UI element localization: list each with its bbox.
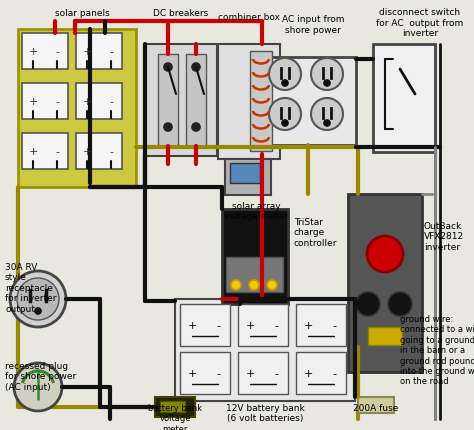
Text: recessed plug
for shore power
(AC input): recessed plug for shore power (AC input) (5, 361, 76, 391)
Text: +: + (303, 320, 313, 330)
Circle shape (10, 271, 66, 327)
Text: ground wire:
connected to a wire
going to a ground
in the barn or a
ground rod p: ground wire: connected to a wire going t… (400, 314, 474, 386)
Text: solar array
voltage meter: solar array voltage meter (224, 202, 288, 221)
Text: -: - (109, 147, 113, 157)
Text: battery bank
voltage
meter: battery bank voltage meter (148, 403, 202, 430)
Text: +: + (187, 320, 197, 330)
Text: -: - (332, 320, 336, 330)
Text: AC input from
shore power: AC input from shore power (282, 15, 344, 35)
Bar (358, 397, 394, 413)
Text: +: + (82, 147, 91, 157)
Circle shape (388, 292, 412, 316)
Bar (22, 134, 68, 169)
Text: +: + (246, 320, 255, 330)
Circle shape (269, 99, 301, 131)
Circle shape (17, 278, 59, 320)
Text: solar panels: solar panels (55, 9, 109, 18)
Text: disconnect switch
for AC  output from
inverter: disconnect switch for AC output from inv… (376, 8, 464, 38)
Text: -: - (55, 47, 59, 57)
Circle shape (311, 99, 343, 131)
Bar (296, 304, 346, 346)
Text: -: - (55, 147, 59, 157)
Circle shape (192, 64, 200, 72)
Circle shape (324, 121, 330, 127)
Text: -: - (216, 368, 220, 378)
Circle shape (282, 121, 288, 127)
Circle shape (267, 280, 277, 290)
Circle shape (356, 292, 380, 316)
Bar (226, 258, 283, 292)
Circle shape (14, 363, 62, 411)
Text: 12V battery bank
(6 volt batteries): 12V battery bank (6 volt batteries) (226, 403, 304, 422)
Bar (238, 352, 288, 394)
Bar (158, 55, 178, 147)
Text: -: - (332, 368, 336, 378)
Text: 200A fuse: 200A fuse (353, 403, 399, 412)
Bar (155, 397, 195, 417)
Text: -: - (109, 47, 113, 57)
Bar (348, 194, 422, 372)
Text: combiner box: combiner box (218, 12, 280, 22)
Circle shape (269, 59, 301, 91)
Text: +: + (82, 47, 91, 57)
Text: -: - (109, 97, 113, 107)
Text: OutBack
VFX2812
inverter: OutBack VFX2812 inverter (424, 221, 464, 251)
Bar (373, 45, 435, 153)
Text: -: - (274, 320, 278, 330)
Circle shape (311, 59, 343, 91)
Bar (270, 58, 356, 146)
Text: +: + (28, 97, 38, 107)
Circle shape (249, 280, 259, 290)
Bar (218, 45, 280, 160)
Text: TriStar
charge
controller: TriStar charge controller (294, 218, 337, 247)
Circle shape (164, 124, 172, 132)
Bar (368, 327, 402, 345)
Bar (76, 34, 122, 70)
Text: +: + (28, 147, 38, 157)
Bar (160, 401, 185, 412)
Text: +: + (303, 368, 313, 378)
Bar (180, 304, 230, 346)
Text: -: - (55, 97, 59, 107)
Bar (180, 352, 230, 394)
Text: +: + (246, 368, 255, 378)
Circle shape (282, 81, 288, 87)
Bar (18, 30, 136, 187)
Text: -: - (216, 320, 220, 330)
Text: +: + (28, 47, 38, 57)
Bar (238, 304, 288, 346)
Circle shape (192, 124, 200, 132)
Bar (186, 55, 206, 147)
Bar (230, 164, 260, 184)
Bar (22, 84, 68, 120)
Bar (76, 134, 122, 169)
Text: 30A RV
style
receptacle
for inverter
output: 30A RV style receptacle for inverter out… (5, 262, 56, 313)
Bar (175, 299, 355, 401)
Bar (76, 84, 122, 120)
Bar (22, 34, 68, 70)
Text: -: - (274, 368, 278, 378)
Circle shape (231, 280, 241, 290)
Bar (145, 45, 217, 157)
Text: +: + (82, 97, 91, 107)
Bar (225, 160, 271, 196)
Text: DC breakers: DC breakers (154, 9, 209, 18)
Circle shape (35, 308, 41, 314)
Text: +: + (187, 368, 197, 378)
Circle shape (367, 237, 403, 272)
Bar (296, 352, 346, 394)
Circle shape (164, 64, 172, 72)
Bar (222, 209, 288, 304)
Bar (250, 52, 272, 152)
Circle shape (324, 81, 330, 87)
